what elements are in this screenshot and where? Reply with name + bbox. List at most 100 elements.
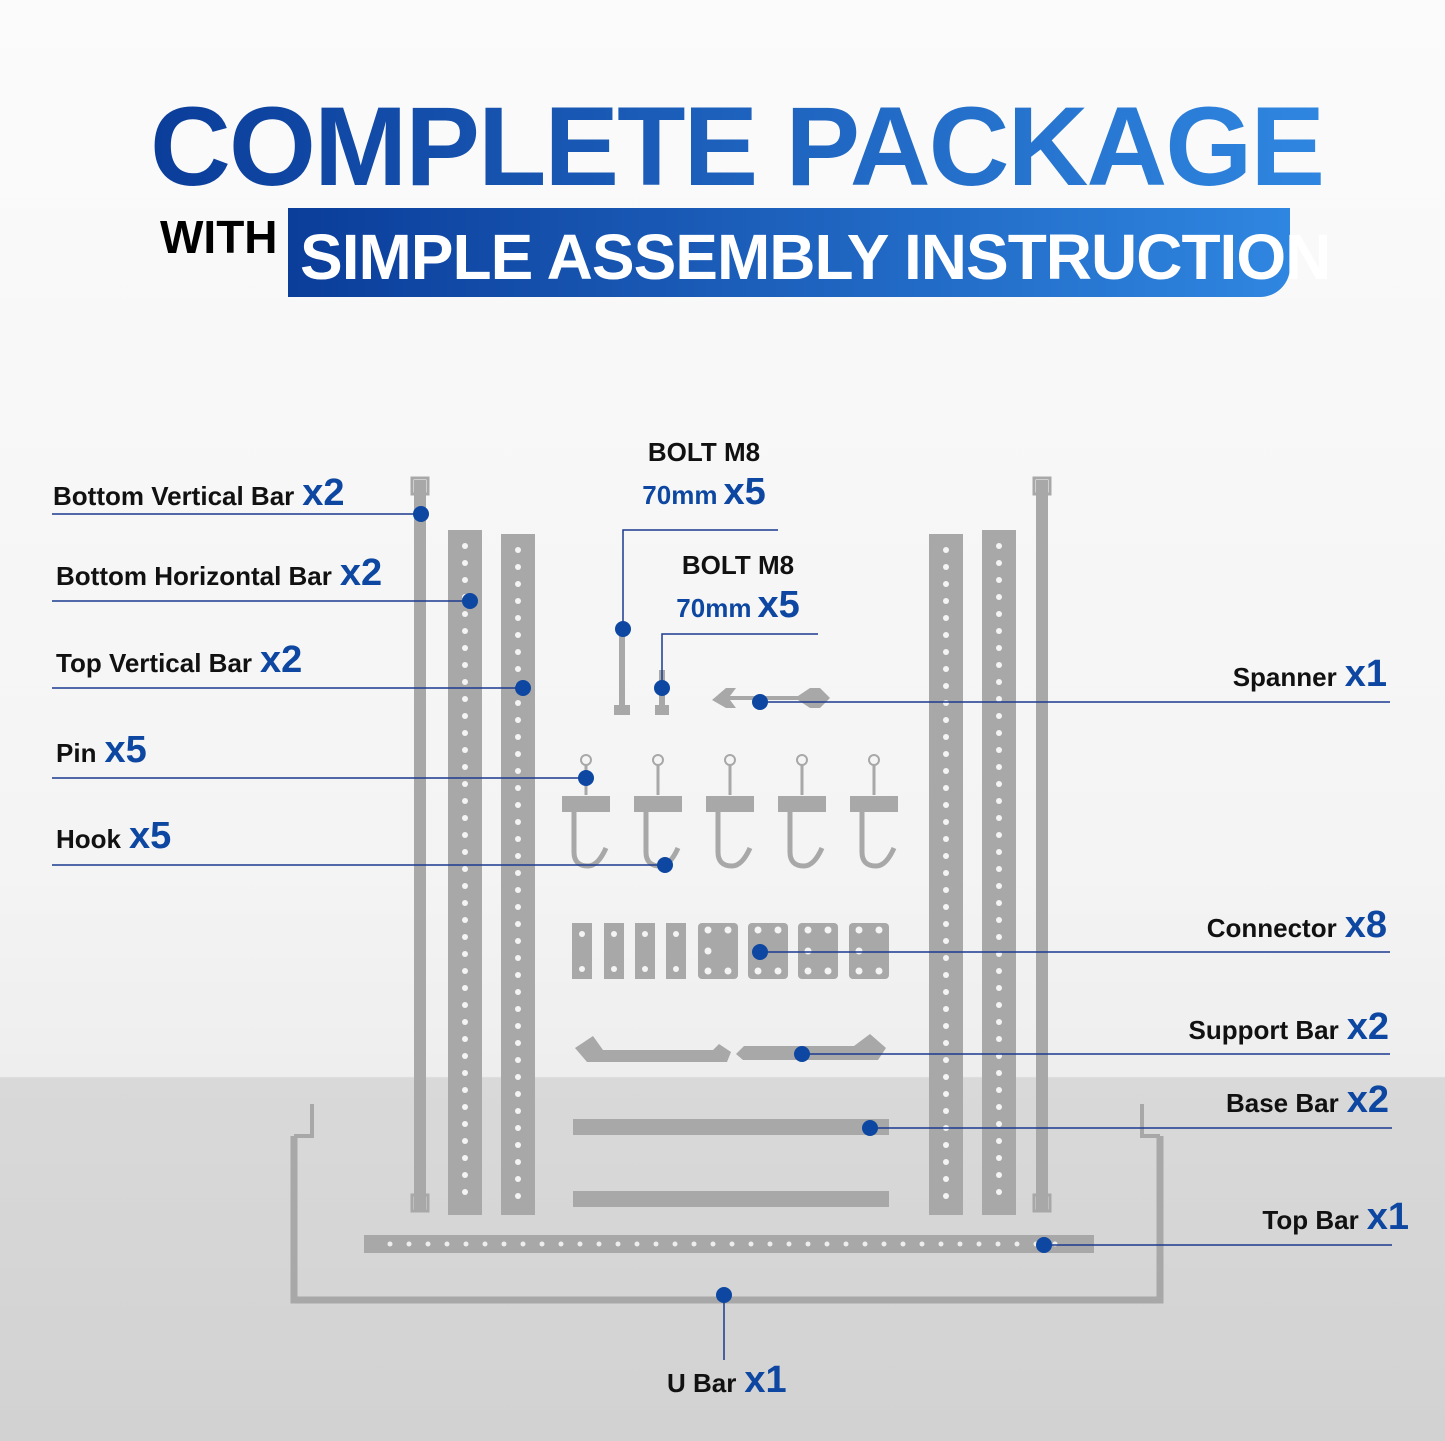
bar-hole xyxy=(996,883,1002,889)
bar-hole xyxy=(996,1002,1002,1008)
bar-hole xyxy=(943,734,949,740)
bar-hole xyxy=(462,1172,468,1178)
callout-dot xyxy=(752,944,768,960)
hook-plate xyxy=(706,796,754,812)
bar-hole xyxy=(996,1121,1002,1127)
bar-hole xyxy=(996,781,1002,787)
bar-hole xyxy=(943,1057,949,1063)
bar-hole xyxy=(943,785,949,791)
top-bar-hole xyxy=(482,1241,488,1247)
callout-dot xyxy=(654,680,670,696)
connector-hole xyxy=(611,931,617,937)
callout-dot xyxy=(657,857,673,873)
connector-hole xyxy=(855,926,863,934)
bar-hole xyxy=(943,751,949,757)
bar-hole xyxy=(462,747,468,753)
bar-hole xyxy=(943,870,949,876)
hook-plate xyxy=(850,796,898,812)
bar-hole xyxy=(462,628,468,634)
top-bar-hole xyxy=(615,1241,621,1247)
callout-dot xyxy=(413,506,429,522)
bar-hole xyxy=(943,1142,949,1148)
bar-hole xyxy=(996,849,1002,855)
top-bar xyxy=(364,1235,1094,1253)
pin xyxy=(580,754,592,766)
hook xyxy=(859,812,897,869)
bar-hole xyxy=(462,1138,468,1144)
connector-hole xyxy=(774,967,782,975)
callout-dot xyxy=(462,593,478,609)
bar-hole xyxy=(462,781,468,787)
bar-hole xyxy=(996,611,1002,617)
top-bar-hole xyxy=(786,1241,792,1247)
bar-hole xyxy=(462,832,468,838)
top-bar-hole xyxy=(653,1241,659,1247)
callout-dot xyxy=(578,770,594,786)
bar-hole xyxy=(996,730,1002,736)
pin xyxy=(868,754,880,766)
bar-hole xyxy=(996,968,1002,974)
top-bar-hole xyxy=(463,1241,469,1247)
connector-hole xyxy=(804,967,812,975)
bar-hole xyxy=(996,866,1002,872)
bar-hole xyxy=(996,832,1002,838)
bar-hole xyxy=(996,815,1002,821)
bar-hole xyxy=(515,972,521,978)
bar-hole xyxy=(462,611,468,617)
hook-plate xyxy=(634,796,682,812)
bar-hole xyxy=(515,853,521,859)
bar-hole xyxy=(996,900,1002,906)
bar-hole xyxy=(515,547,521,553)
bar-hole xyxy=(515,1040,521,1046)
connector-hole xyxy=(642,931,648,937)
bolt-head xyxy=(614,705,630,715)
bar-hole xyxy=(996,696,1002,702)
connector-hole xyxy=(804,947,812,955)
bar-hole xyxy=(462,1189,468,1195)
top-bar-hole xyxy=(425,1241,431,1247)
connector-hole xyxy=(673,931,679,937)
bar-hole xyxy=(996,1087,1002,1093)
bar-hole xyxy=(462,543,468,549)
callout-dot xyxy=(752,694,768,710)
connector xyxy=(666,923,686,979)
bar-hole xyxy=(515,1057,521,1063)
bolt-head xyxy=(655,705,669,715)
connector-hole xyxy=(704,967,712,975)
bar-hole xyxy=(515,1176,521,1182)
label-bolt-1: BOLT M8 70mm x5 xyxy=(642,437,766,513)
top-bar-hole xyxy=(843,1241,849,1247)
connector-hole xyxy=(774,926,782,934)
bar-hole xyxy=(943,904,949,910)
connector-hole xyxy=(704,947,712,955)
connector-hole xyxy=(579,966,585,972)
bar-hole xyxy=(515,955,521,961)
callout-dot xyxy=(794,1046,810,1062)
connector-hole xyxy=(724,926,732,934)
pin xyxy=(796,754,808,766)
base-bar xyxy=(573,1191,889,1207)
bar-hole xyxy=(462,951,468,957)
bar-hole xyxy=(462,1087,468,1093)
bar-hole xyxy=(515,581,521,587)
label-support-bar: Support Bar x2 xyxy=(1188,1006,1389,1048)
bar-hole xyxy=(996,577,1002,583)
label-spanner: Spanner x1 xyxy=(1232,653,1387,695)
top-bar-hole xyxy=(824,1241,830,1247)
top-bar-hole xyxy=(976,1241,982,1247)
top-bar-hole xyxy=(539,1241,545,1247)
bar-hole xyxy=(462,1019,468,1025)
top-bar-hole xyxy=(862,1241,868,1247)
bar-hole xyxy=(515,921,521,927)
bar-hole xyxy=(462,900,468,906)
bar-hole xyxy=(462,917,468,923)
label-base-bar: Base Bar x2 xyxy=(1225,1079,1389,1121)
connector-hole xyxy=(611,966,617,972)
bar-hole xyxy=(515,1142,521,1148)
bar-hole xyxy=(515,1159,521,1165)
banner-text: SIMPLE ASSEMBLY INSTRUCTION xyxy=(300,221,1331,293)
connector xyxy=(849,923,889,979)
callout-dot xyxy=(1036,1237,1052,1253)
bar-hole xyxy=(996,1172,1002,1178)
bar-hole xyxy=(462,968,468,974)
